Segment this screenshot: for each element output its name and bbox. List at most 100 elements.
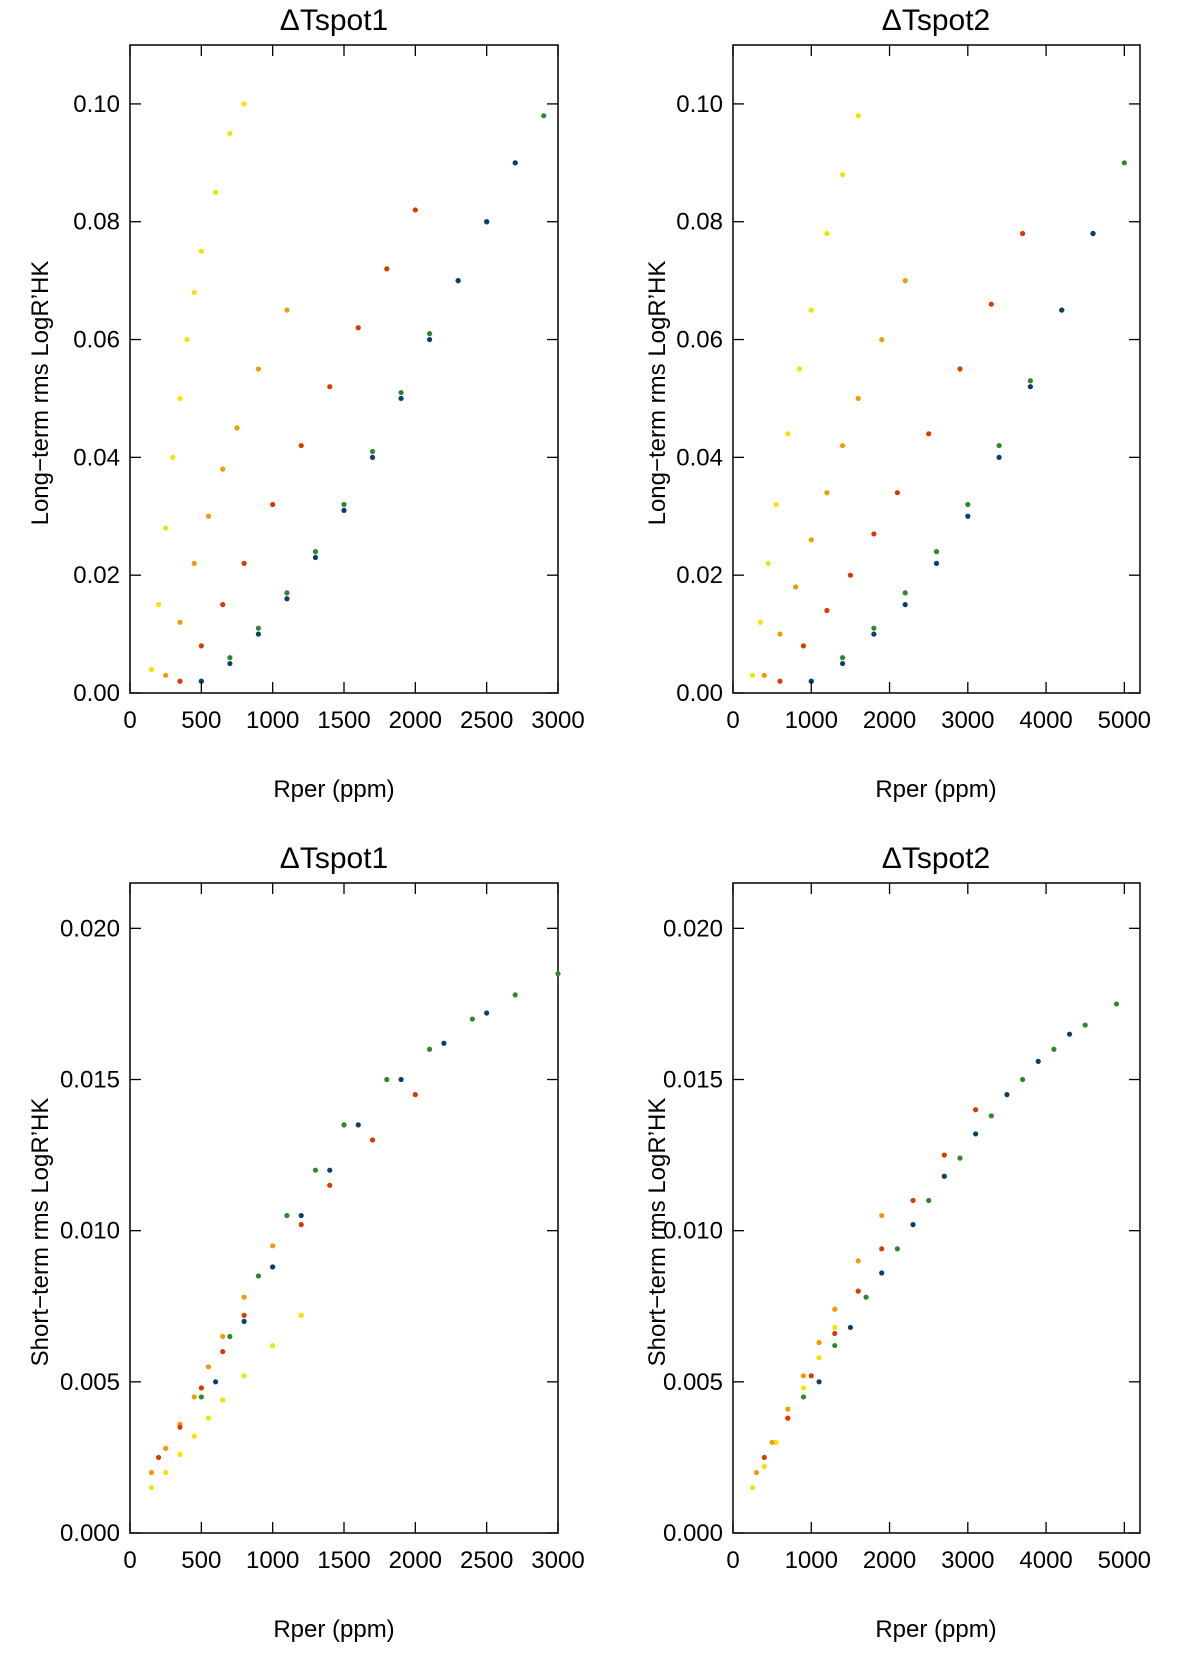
- data-point: [1051, 1046, 1057, 1052]
- data-point: [284, 590, 290, 596]
- plot-frame: [732, 44, 1141, 694]
- x-tick-label: 0: [726, 1547, 739, 1574]
- data-point: [177, 1424, 183, 1430]
- data-point: [777, 678, 783, 684]
- series-3: [198, 971, 561, 1400]
- y-tick-label: 0.04: [73, 444, 120, 471]
- series-1: [753, 1212, 885, 1476]
- data-point: [879, 1212, 885, 1219]
- series-0: [749, 1324, 838, 1491]
- series-1: [163, 307, 290, 678]
- data-point: [1121, 160, 1127, 166]
- data-point: [220, 602, 226, 608]
- series-0: [148, 101, 247, 673]
- data-point: [255, 366, 261, 372]
- data-point: [191, 1433, 197, 1439]
- x-tick-label: 2000: [389, 707, 442, 734]
- data-point: [441, 1040, 447, 1046]
- x-tick-label: 0: [123, 1547, 136, 1574]
- data-point: [785, 1406, 791, 1412]
- data-point: [765, 560, 771, 567]
- y-tick-label: 0.06: [676, 327, 723, 354]
- data-point: [177, 619, 183, 625]
- plot-frame: [732, 882, 1141, 1534]
- data-point: [148, 666, 154, 673]
- data-point: [198, 678, 204, 684]
- series-0: [148, 1312, 304, 1491]
- data-point: [1059, 307, 1065, 313]
- data-point: [753, 1469, 760, 1476]
- data-point: [312, 554, 319, 561]
- data-point: [369, 1137, 376, 1143]
- series-3: [808, 160, 1127, 684]
- x-tick-label: 2500: [460, 1547, 513, 1574]
- data-point: [839, 172, 846, 178]
- data-point: [541, 113, 547, 119]
- data-point: [879, 336, 885, 343]
- data-point: [957, 366, 963, 372]
- y-tick-label: 0.08: [676, 209, 723, 236]
- x-tick-label: 1000: [246, 707, 299, 734]
- x-tick-label: 4000: [1019, 707, 1072, 734]
- x-axis-label: Rper (ppm): [875, 1616, 996, 1643]
- x-tick-label: 3000: [941, 707, 994, 734]
- data-point: [155, 602, 162, 608]
- data-point: [761, 672, 767, 678]
- data-point: [839, 655, 846, 661]
- data-point: [220, 1397, 226, 1403]
- chart-title: ΔTspot1: [280, 4, 388, 37]
- panel-bottom-left: ΔTspot1 0 500 1000 1500 2000 2500 3000 0.000 0.0…: [27, 842, 585, 1643]
- data-point: [312, 1167, 319, 1173]
- data-point: [369, 448, 376, 455]
- data-point: [785, 1415, 791, 1421]
- x-tick-label: 1000: [246, 1547, 299, 1574]
- data-point: [749, 672, 756, 678]
- data-point: [988, 1113, 994, 1119]
- data-point: [832, 1342, 838, 1349]
- data-point: [761, 1454, 767, 1461]
- series-2: [177, 207, 418, 684]
- data-point: [427, 336, 433, 343]
- x-tick-label: 1500: [317, 1547, 370, 1574]
- data-point: [808, 1373, 814, 1379]
- plot-area: 0 1000 2000 3000 4000 5000 0.000 0.005 0.010 0.01…: [663, 882, 1151, 1574]
- data-point: [455, 278, 461, 284]
- y-tick-label: 0.015: [663, 1067, 723, 1094]
- data-point: [484, 219, 490, 225]
- data-point: [384, 266, 390, 272]
- data-point: [341, 501, 347, 508]
- data-point: [941, 1173, 947, 1179]
- data-point: [241, 1318, 247, 1324]
- chart-title: ΔTspot1: [280, 842, 388, 875]
- y-tick-label: 0.00: [73, 680, 120, 707]
- data-point: [205, 1415, 212, 1421]
- y-tick-label: 0.010: [60, 1218, 120, 1245]
- data-point: [1035, 1058, 1041, 1064]
- data-point: [1027, 384, 1034, 390]
- data-point: [177, 395, 183, 402]
- data-point: [965, 513, 971, 519]
- data-point: [773, 501, 779, 508]
- data-point: [355, 325, 361, 331]
- data-point: [769, 1439, 775, 1445]
- panel-top-left: ΔTspot1 0 500 1000 1500 2000 2500 3000 0.00 0.02…: [27, 4, 585, 803]
- data-point: [926, 431, 932, 437]
- y-tick-label: 0.08: [73, 209, 120, 236]
- data-point: [988, 301, 994, 307]
- data-point: [227, 655, 233, 661]
- data-point: [816, 1379, 822, 1385]
- data-point: [1019, 1076, 1026, 1083]
- y-tick-label: 0.005: [663, 1369, 723, 1396]
- data-point: [757, 619, 763, 625]
- data-point: [800, 1385, 807, 1391]
- data-point: [847, 572, 854, 578]
- y-tick-label: 0.10: [73, 91, 120, 118]
- data-point: [902, 278, 908, 284]
- series-1: [148, 1243, 276, 1476]
- data-point: [213, 1379, 219, 1385]
- y-tick-label: 0.02: [73, 562, 120, 589]
- chart-title: ΔTspot2: [882, 842, 990, 875]
- plot-area: 0 1000 2000 3000 4000 5000 0.00 0.02 0.04 0.06 0.0…: [676, 44, 1151, 734]
- data-point: [777, 631, 783, 637]
